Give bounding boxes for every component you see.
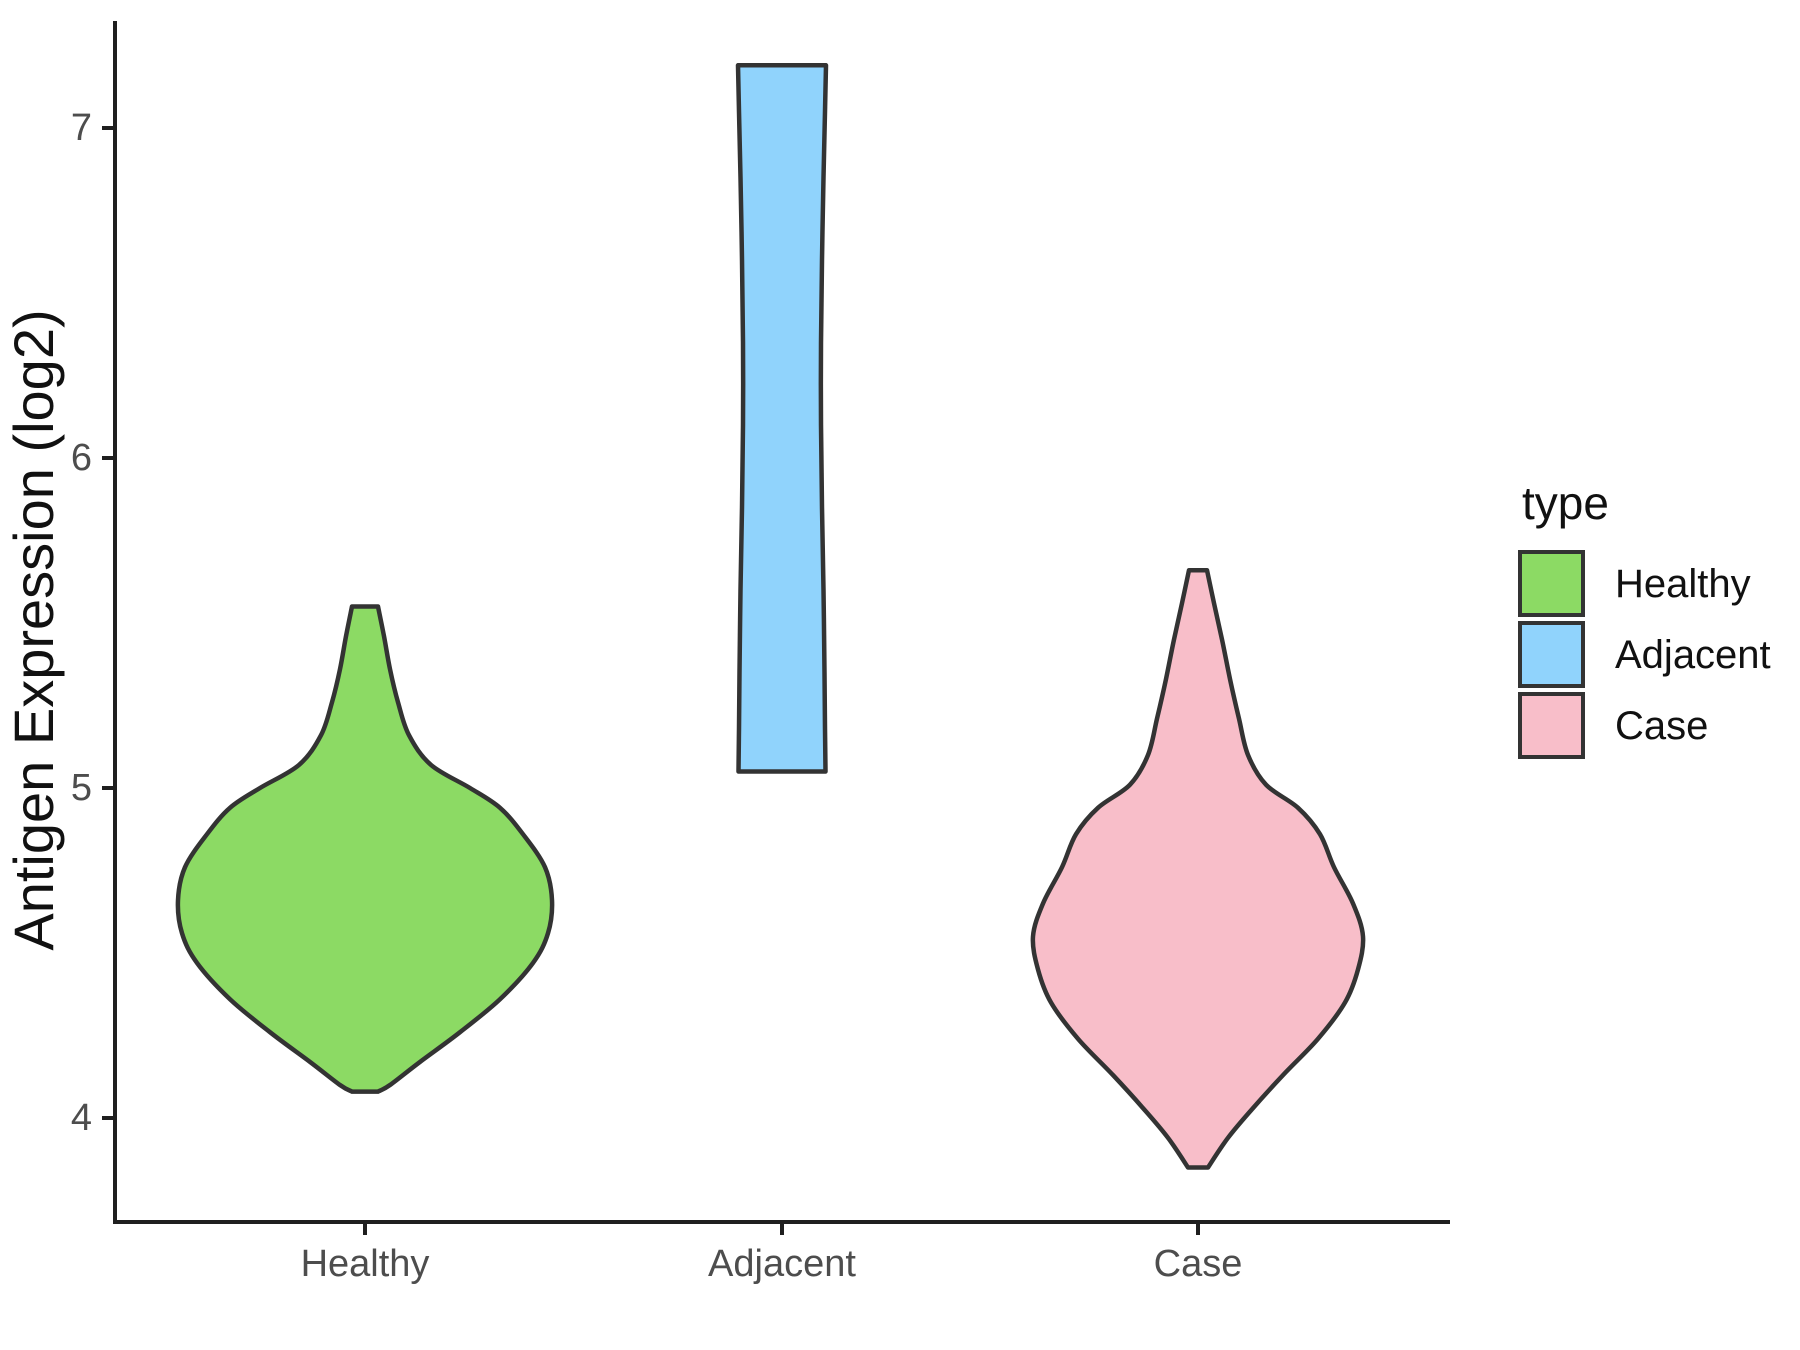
- legend-entry-healthy: Healthy: [1518, 550, 1771, 617]
- x-tick-label-healthy: Healthy: [300, 1243, 430, 1285]
- legend-entry-adjacent: Adjacent: [1518, 621, 1771, 688]
- y-tick-label-4: 4: [70, 1097, 92, 1139]
- legend-label-healthy: Healthy: [1615, 561, 1751, 606]
- axis-lines: [113, 21, 1450, 1224]
- violin-case: [1030, 567, 1366, 1170]
- y-tick-label-5: 5: [70, 767, 92, 809]
- y-axis-title: Antigen Expression (log2): [2, 309, 65, 951]
- legend-label-case: Case: [1615, 703, 1709, 748]
- legend-swatch-healthy: [1518, 550, 1585, 617]
- legend-swatch-case: [1518, 692, 1585, 759]
- legend-swatch-adjacent: [1518, 621, 1585, 688]
- violin-adjacent: [735, 63, 829, 774]
- legend-label-adjacent: Adjacent: [1615, 632, 1771, 677]
- violin-healthy: [175, 604, 555, 1094]
- legend: type Healthy Adjacent Case: [1518, 480, 1771, 763]
- x-tick-label-adjacent: Adjacent: [708, 1243, 856, 1285]
- x-tick-label-case: Case: [1153, 1243, 1243, 1285]
- legend-title: type: [1522, 477, 1609, 529]
- y-tick-label-7: 7: [70, 107, 92, 149]
- y-tick-label-6: 6: [70, 437, 92, 479]
- legend-entry-case: Case: [1518, 692, 1771, 759]
